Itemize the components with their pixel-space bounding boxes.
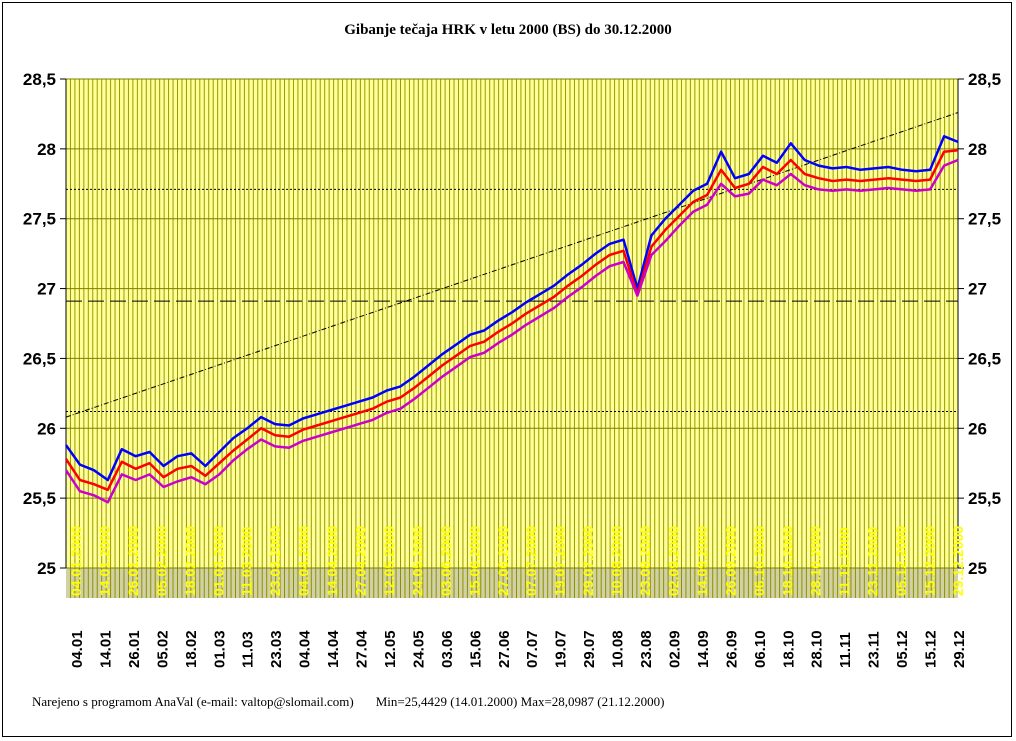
x-tick-label: 29.12.2000 xyxy=(950,526,966,596)
x-tick-label: 10.08.2000 xyxy=(609,526,625,596)
y-tick-label: 26,5 xyxy=(23,349,56,368)
x-tick-label: 24.05.2000 xyxy=(409,526,425,596)
vertical-gridlines xyxy=(66,79,958,598)
x-tick-label: 06.10.2000 xyxy=(751,526,767,596)
x-tick-label: 04.04.2000 xyxy=(296,526,312,596)
x-tick-label-short: 19.07 xyxy=(553,630,570,668)
x-tick-label: 26.01.2000 xyxy=(125,526,141,596)
series-line-2 xyxy=(64,158,959,504)
y-tick-label: 25,5 xyxy=(968,489,1001,508)
x-tick-label-short: 29.12 xyxy=(951,630,968,668)
y-tick-label: 28 xyxy=(968,140,987,159)
x-tick-label-short: 12.05 xyxy=(382,630,399,668)
x-tick-label-short: 28.10 xyxy=(809,630,826,668)
x-tick-label: 15.06.2000 xyxy=(466,526,482,596)
x-tick-label: 11.03.2000 xyxy=(239,526,255,596)
footer-stats: Min=25,4429 (14.01.2000) Max=28,0987 (21… xyxy=(375,694,665,709)
x-tick-label-short: 14.04 xyxy=(325,630,342,668)
x-tick-label-short: 14.09 xyxy=(695,630,712,668)
x-tick-label-short: 14.01 xyxy=(97,630,114,668)
x-tick-label-short: 04.01 xyxy=(69,630,86,668)
x-tick-label-short: 15.12 xyxy=(923,630,940,668)
x-tick-label: 14.01.2000 xyxy=(96,526,112,596)
x-tick-label-short: 02.09 xyxy=(666,630,683,668)
y-tick-label: 25,5 xyxy=(23,489,56,508)
x-tick-label-short: 04.04 xyxy=(297,630,314,668)
x-tick-label: 07.07.2000 xyxy=(523,526,539,596)
y-tick-label: 28,5 xyxy=(23,70,56,89)
y-axis-right: 25 25,5 26 26,5 27 27,5 28 28,5 xyxy=(968,70,1001,578)
y-tick-label: 27 xyxy=(968,280,987,299)
x-tick-label: 23.08.2000 xyxy=(637,526,653,596)
x-tick-label-short: 26.01 xyxy=(126,630,143,668)
y-tick-label: 27,5 xyxy=(968,210,1001,229)
x-tick-label: 12.05.2000 xyxy=(381,526,397,596)
y-tick-label: 25 xyxy=(37,559,56,578)
x-tick-label-short: 10.08 xyxy=(610,630,627,668)
x-tick-label-short: 24.05 xyxy=(410,630,427,668)
horizontal-gridlines xyxy=(60,78,964,569)
x-tick-label: 03.06.2000 xyxy=(438,526,454,596)
y-tick-label: 25 xyxy=(968,559,987,578)
x-tick-label-short: 03.06 xyxy=(439,630,456,668)
series-lines xyxy=(64,135,959,504)
y-tick-label: 27,5 xyxy=(23,210,56,229)
x-tick-label-short: 29.07 xyxy=(581,630,598,668)
reference-lines xyxy=(65,112,959,418)
x-tick-label: 15.12.2000 xyxy=(922,526,938,596)
x-tick-label: 05.12.2000 xyxy=(893,526,909,596)
x-tick-label: 27.04.2000 xyxy=(353,526,369,596)
x-tick-label-short: 01.03 xyxy=(211,630,228,668)
series-line-0 xyxy=(64,135,959,482)
x-tick-label-short: 23.11 xyxy=(866,631,883,668)
x-tick-label: 26.09.2000 xyxy=(722,526,738,596)
x-tick-label: 01.03.2000 xyxy=(210,526,226,596)
x-tick-label: 11.11.2000 xyxy=(836,527,852,596)
x-tick-label-short: 27.04 xyxy=(354,630,371,668)
x-tick-label-short: 11.03 xyxy=(240,631,257,668)
x-tick-label: 19.07.2000 xyxy=(552,526,568,596)
x-tick-label-short: 07.07 xyxy=(524,630,541,668)
x-tick-label-short: 15.06 xyxy=(467,630,484,668)
x-tick-label-short: 18.10 xyxy=(780,630,797,668)
y-tick-label: 28,5 xyxy=(968,70,1001,89)
x-tick-label: 23.11.2000 xyxy=(865,526,881,596)
y-tick-label: 26 xyxy=(37,419,56,438)
x-tick-label-short: 26.09 xyxy=(723,630,740,668)
footer: Narejeno s programom AnaVal (e-mail: val… xyxy=(32,694,686,710)
y-tick-label: 26 xyxy=(968,419,987,438)
trend-line xyxy=(65,112,959,418)
footer-credit: Narejeno s programom AnaVal (e-mail: val… xyxy=(32,694,354,709)
x-tick-label-short: 27.06 xyxy=(496,630,513,668)
x-tick-label: 29.07.2000 xyxy=(580,526,596,596)
x-tick-label: 18.02.2000 xyxy=(182,526,198,596)
x-tick-label-short: 05.02 xyxy=(154,630,171,668)
x-tick-label: 23.03.2000 xyxy=(267,526,283,596)
x-tick-label: 14.09.2000 xyxy=(694,526,710,596)
x-tick-label-short: 23.03 xyxy=(268,630,285,668)
chart-title: Gibanje tečaja HRK v letu 2000 (BS) do 3… xyxy=(344,22,672,38)
x-tick-label-short: 23.08 xyxy=(638,630,655,668)
y-axis-left: 25 25,5 26 26,5 27 27,5 28 28,5 xyxy=(23,70,56,578)
x-axis: 04.01.2000 04.01 14.01.2000 14.01 26.01.2000… xyxy=(68,526,968,668)
y-tick-label: 28 xyxy=(37,140,56,159)
x-tick-label: 27.06.2000 xyxy=(495,526,511,596)
x-tick-label-short: 06.10 xyxy=(752,630,769,668)
x-tick-label-short: 18.02 xyxy=(183,630,200,668)
y-tick-label: 27 xyxy=(37,280,56,299)
x-tick-label: 28.10.2000 xyxy=(808,526,824,596)
x-tick-label: 04.01.2000 xyxy=(68,526,84,596)
x-tick-label-short: 11.11 xyxy=(837,632,854,668)
y-tick-label: 26,5 xyxy=(968,349,1001,368)
x-tick-label: 05.02.2000 xyxy=(153,526,169,596)
x-tick-label: 02.09.2000 xyxy=(665,526,681,596)
x-label-band xyxy=(66,568,958,598)
series-line-1 xyxy=(64,149,959,492)
x-tick-label: 14.04.2000 xyxy=(324,526,340,596)
x-tick-label-short: 05.12 xyxy=(894,630,911,668)
x-tick-label: 18.10.2000 xyxy=(779,526,795,596)
